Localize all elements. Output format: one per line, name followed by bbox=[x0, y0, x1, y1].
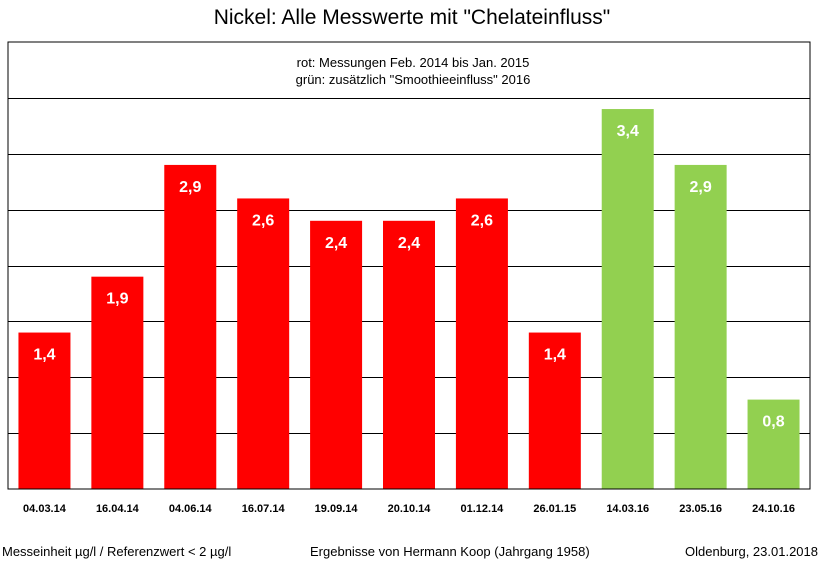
bar-16-04-14 bbox=[91, 276, 144, 489]
data-labels: 1,4 1,9 2,9 2,6 2,4 2,4 2,6 1,4 3,4 2,9 0,8 bbox=[33, 123, 784, 431]
bar-26-01-15 bbox=[528, 332, 581, 489]
x-tick-label: 19.09.14 bbox=[315, 503, 359, 515]
footer-credit: Ergebnisse von Hermann Koop (Jahrgang 19… bbox=[310, 544, 590, 559]
bar-04-06-14 bbox=[164, 164, 217, 490]
data-label: 1,4 bbox=[544, 347, 566, 364]
x-tick-labels: 04.03.14 16.04.14 04.06.14 16.07.14 19.09.14… bbox=[23, 503, 795, 515]
data-label: 2,6 bbox=[471, 212, 493, 229]
footer-unit-note: Messeinheit µg/l / Referenzwert < 2 µg/l bbox=[2, 544, 232, 559]
x-tick-label: 14.03.16 bbox=[606, 503, 649, 515]
data-label: 3,4 bbox=[617, 123, 639, 140]
bar-19-09-14 bbox=[310, 220, 363, 490]
legend-line-red: rot: Messungen Feb. 2014 bis Jan. 2015 bbox=[297, 55, 530, 70]
legend-box: rot: Messungen Feb. 2014 bis Jan. 2015 g… bbox=[245, 48, 581, 96]
bar-20-10-14 bbox=[383, 220, 435, 490]
x-tick-label: 26.01.15 bbox=[533, 503, 576, 515]
legend-background bbox=[245, 48, 581, 96]
bar-04-03-14 bbox=[18, 332, 71, 489]
legend-line-green: grün: zusätzlich "Smoothieeinfluss" 2016 bbox=[296, 72, 531, 87]
x-tick-label: 16.04.14 bbox=[96, 503, 140, 515]
x-tick-label: 04.03.14 bbox=[23, 503, 67, 515]
footer-place-date: Oldenburg, 23.01.2018 bbox=[685, 544, 818, 559]
x-tick-label: 16.07.14 bbox=[242, 503, 286, 515]
data-label: 2,6 bbox=[252, 212, 274, 229]
bar-16-07-14 bbox=[237, 198, 290, 489]
x-tick-label: 23.05.16 bbox=[679, 503, 722, 515]
data-label: 0,8 bbox=[762, 414, 784, 431]
bars bbox=[18, 109, 800, 490]
data-label: 2,9 bbox=[179, 179, 201, 196]
x-tick-label: 20.10.14 bbox=[388, 503, 432, 515]
data-label: 2,9 bbox=[690, 179, 712, 196]
data-label: 1,9 bbox=[106, 291, 128, 308]
bar-23-05-16 bbox=[674, 164, 727, 490]
bar-01-12-14 bbox=[455, 198, 508, 489]
chart-title: Nickel: Alle Messwerte mit "Chelateinflu… bbox=[213, 6, 611, 29]
data-label: 2,4 bbox=[325, 235, 347, 252]
data-label: 2,4 bbox=[398, 235, 420, 252]
x-tick-label: 04.06.14 bbox=[169, 503, 213, 515]
x-tick-label: 24.10.16 bbox=[752, 503, 795, 515]
x-tick-label: 01.12.14 bbox=[460, 503, 504, 515]
bar-24-10-16 bbox=[747, 399, 800, 489]
plot-area-border bbox=[7, 41, 811, 490]
data-label: 1,4 bbox=[33, 347, 55, 364]
bar-14-03-16 bbox=[601, 109, 654, 490]
